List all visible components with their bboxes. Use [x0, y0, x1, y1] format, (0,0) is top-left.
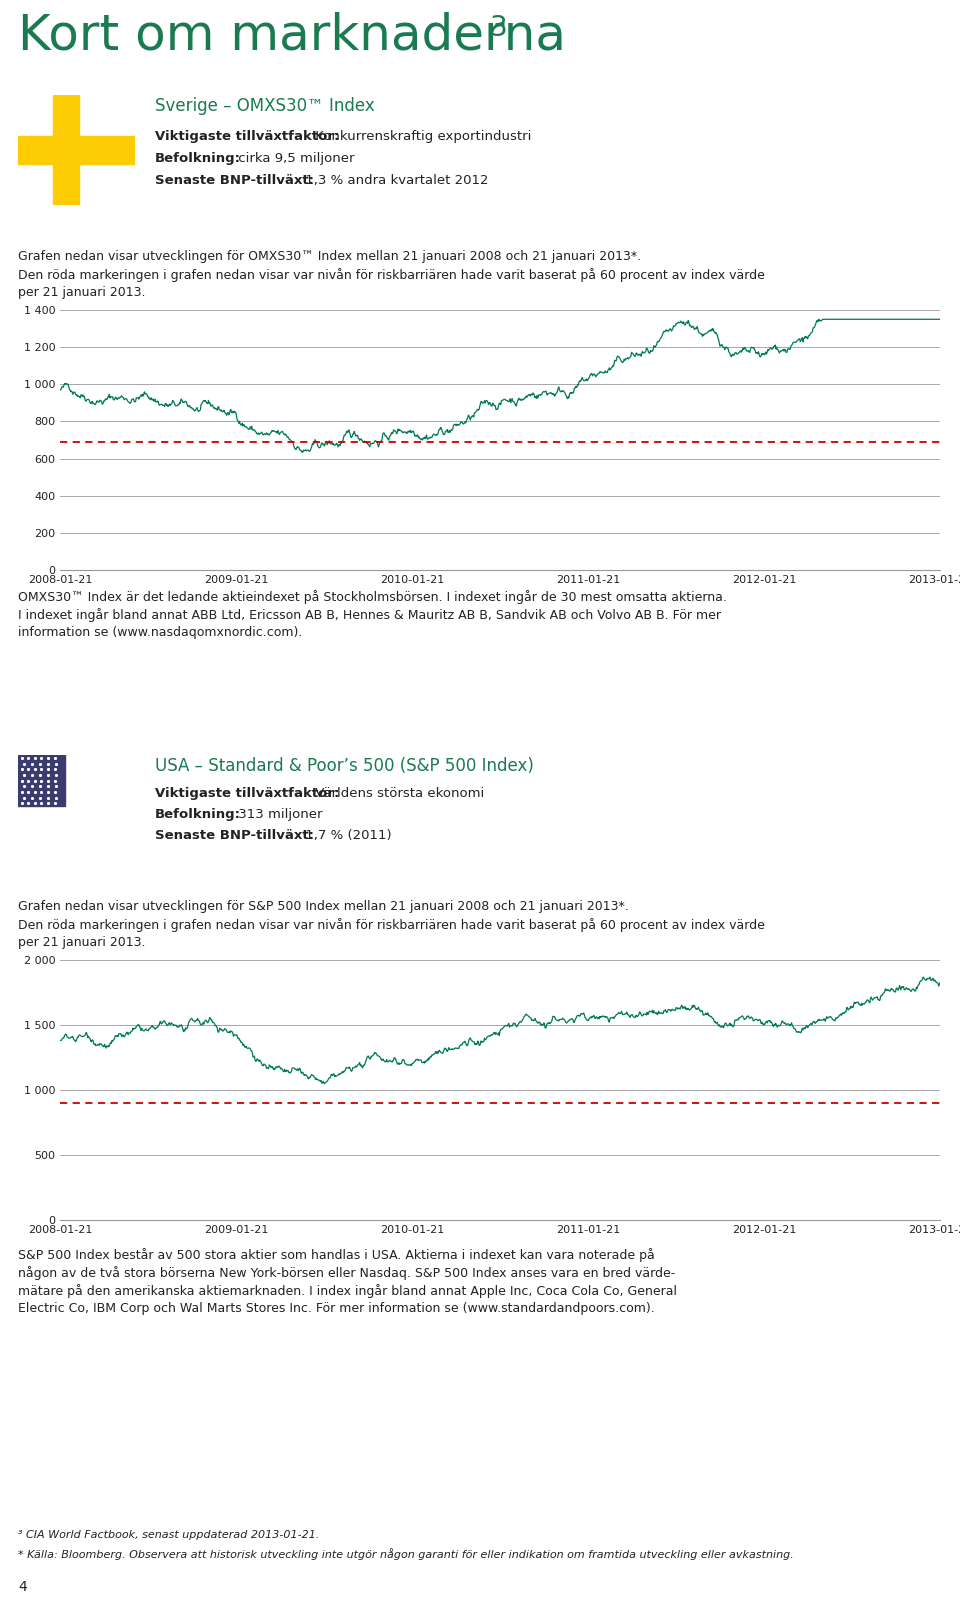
Text: 4: 4 — [18, 1580, 27, 1593]
Text: Grafen nedan visar utvecklingen för OMXS30™ Index mellan 21 januari 2008 och 21 : Grafen nedan visar utvecklingen för OMXS… — [18, 250, 641, 263]
Text: Den röda markeringen i grafen nedan visar var nivån för riskbarriären hade varit: Den röda markeringen i grafen nedan visa… — [18, 268, 765, 281]
Bar — [18, 763, 135, 769]
Bar — [18, 835, 135, 842]
Bar — [18, 777, 135, 784]
Text: 3: 3 — [490, 15, 508, 42]
Text: Kort om marknaderna: Kort om marknaderna — [18, 11, 566, 60]
Text: Befolkning:: Befolkning: — [155, 808, 241, 821]
Text: Viktigaste tillväxtfaktor:: Viktigaste tillväxtfaktor: — [155, 787, 340, 800]
Bar — [18, 792, 135, 798]
Text: * Källa: Bloomberg. Observera att historisk utveckling inte utgör någon garanti : * Källa: Bloomberg. Observera att histor… — [18, 1548, 794, 1559]
Text: cirka 9,5 miljoner: cirka 9,5 miljoner — [233, 152, 354, 165]
Text: mätare på den amerikanska aktiemarknaden. I index ingår bland annat Apple Inc, C: mätare på den amerikanska aktiemarknaden… — [18, 1285, 677, 1298]
Text: 1,3 % andra kvartalet 2012: 1,3 % andra kvartalet 2012 — [300, 175, 489, 187]
Text: per 21 januari 2013.: per 21 januari 2013. — [18, 286, 146, 299]
Text: 1,7 % (2011): 1,7 % (2011) — [300, 829, 392, 842]
Text: Konkurrenskraftig exportindustri: Konkurrenskraftig exportindustri — [311, 129, 532, 142]
Text: Viktigaste tillväxtfaktor:: Viktigaste tillväxtfaktor: — [155, 129, 340, 142]
Text: Senaste BNP-tillväxt:: Senaste BNP-tillväxt: — [155, 829, 314, 842]
Bar — [53, 95, 79, 205]
Text: någon av de två stora börserna New York-börsen eller Nasdaq. S&P 500 Index anses: någon av de två stora börserna New York-… — [18, 1265, 675, 1280]
Text: S&P 500 Index består av 500 stora aktier som handlas i USA. Aktierna i indexet k: S&P 500 Index består av 500 stora aktier… — [18, 1248, 655, 1262]
Text: Den röda markeringen i grafen nedan visar var nivån för riskbarriären hade varit: Den röda markeringen i grafen nedan visa… — [18, 918, 765, 932]
Bar — [18, 806, 135, 813]
Text: 313 miljoner: 313 miljoner — [233, 808, 323, 821]
Bar — [18, 755, 65, 806]
Text: per 21 januari 2013.: per 21 januari 2013. — [18, 936, 146, 949]
Text: Världens största ekonomi: Världens största ekonomi — [311, 787, 485, 800]
Text: Senaste BNP-tillväxt:: Senaste BNP-tillväxt: — [155, 175, 314, 187]
Text: I indexet ingår bland annat ABB Ltd, Ericsson AB B, Hennes & Mauritz AB B, Sandv: I indexet ingår bland annat ABB Ltd, Eri… — [18, 608, 721, 622]
Text: ³ CIA World Factbook, senast uppdaterad 2013-01-21.: ³ CIA World Factbook, senast uppdaterad … — [18, 1530, 320, 1540]
Text: OMXS30™ Index är det ledande aktieindexet på Stockholmsbörsen. I indexet ingår d: OMXS30™ Index är det ledande aktieindexe… — [18, 590, 727, 604]
Text: Electric Co, IBM Corp och Wal Marts Stores Inc. För mer information se (www.stan: Electric Co, IBM Corp och Wal Marts Stor… — [18, 1302, 655, 1315]
Bar — [18, 136, 135, 165]
Text: USA – Standard & Poor’s 500 (S&P 500 Index): USA – Standard & Poor’s 500 (S&P 500 Ind… — [155, 756, 534, 776]
Text: Grafen nedan visar utvecklingen för S&P 500 Index mellan 21 januari 2008 och 21 : Grafen nedan visar utvecklingen för S&P … — [18, 900, 629, 913]
Bar — [18, 821, 135, 827]
Text: Befolkning:: Befolkning: — [155, 152, 241, 165]
Text: Sverige – OMXS30™ Index: Sverige – OMXS30™ Index — [155, 97, 374, 115]
Text: information se (www.nasdaqomxnordic.com).: information se (www.nasdaqomxnordic.com)… — [18, 625, 302, 638]
